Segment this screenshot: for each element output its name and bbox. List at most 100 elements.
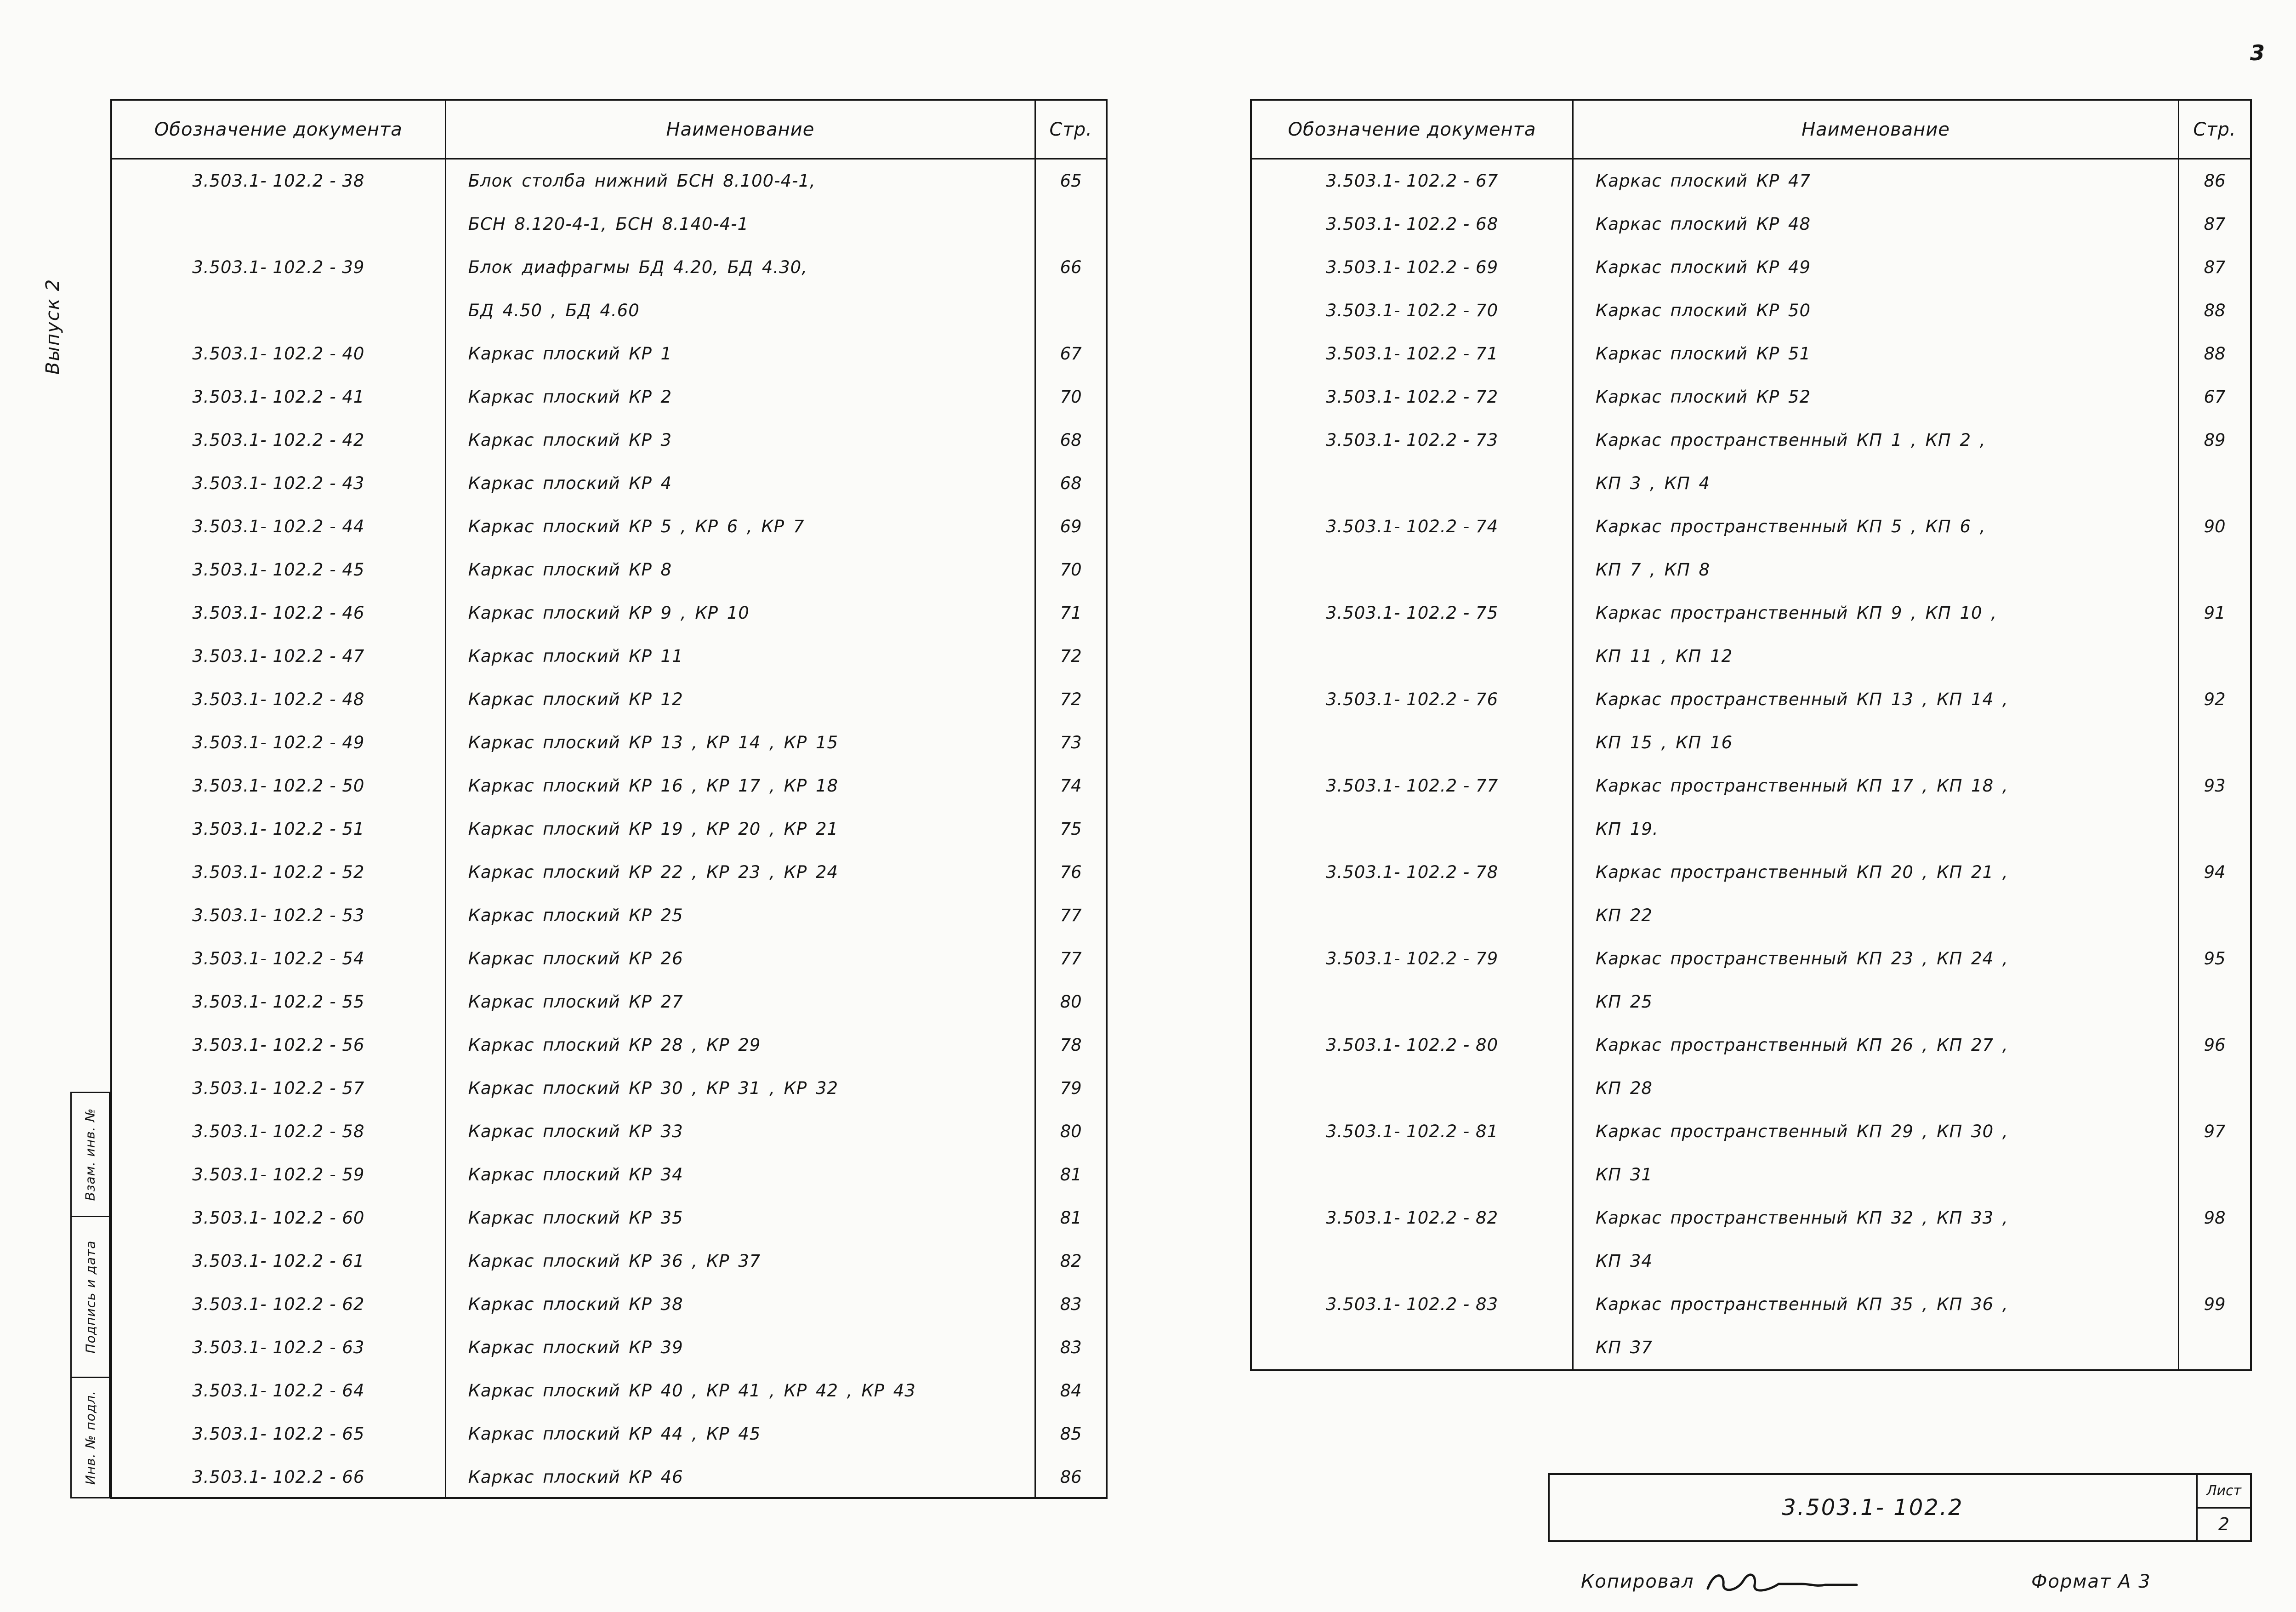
doc-page: 89: [2204, 430, 2226, 450]
table-row: 3.503.1- 102.2 - 69 Каркас плоский КР 49…: [1252, 246, 2250, 289]
doc-name-line: Каркас плоский КР 1: [468, 344, 672, 364]
doc-page: 77: [1060, 906, 1082, 925]
doc-page: 68: [1060, 473, 1082, 493]
doc-name-line: Каркас пространственный КП 29 , КП 30 ,: [1596, 1122, 2008, 1141]
table-row: 3.503.1- 102.2 - 43 Каркас плоский КР 4 …: [112, 462, 1106, 505]
doc-page: 67: [1060, 344, 1082, 364]
sheet-number: 2: [2218, 1514, 2230, 1535]
table-row: 3.503.1- 102.2 - 68 Каркас плоский КР 48…: [1252, 203, 2250, 246]
doc-name-line: Каркас плоский КР 28 , КР 29: [468, 1035, 761, 1055]
doc-name: Каркас пространственный КП 26 , КП 27 , К…: [1574, 1024, 2179, 1110]
doc-designation: 3.503.1- 102.2 - 47: [112, 635, 446, 678]
table-row: 3.503.1- 102.2 - 64 Каркас плоский КР 40…: [112, 1369, 1106, 1413]
doc-name-line: Каркас пространственный КП 5 , КП 6 ,: [1596, 517, 1986, 536]
doc-designation: 3.503.1- 102.2 - 42: [112, 419, 446, 462]
doc-name: Каркас плоский КР 46: [446, 1456, 1036, 1499]
doc-name-line: Блок столба нижний БСН 8.100-4-1,: [468, 171, 816, 191]
doc-page: 79: [1060, 1078, 1082, 1098]
doc-name-line: КП 19.: [1596, 819, 1659, 839]
doc-name-line: БСН 8.120-4-1, БСН 8.140-4-1: [468, 214, 749, 234]
doc-name: Каркас плоский КР 2: [446, 376, 1036, 419]
doc-name-line: Каркас плоский КР 11: [468, 646, 683, 666]
doc-designation: 3.503.1- 102.2 - 49: [112, 721, 446, 764]
doc-name-line: КП 11 , КП 12: [1596, 646, 1733, 666]
table-header-row: Обозначение документа Наименование Стр.: [1252, 101, 2250, 159]
doc-designation: 3.503.1- 102.2 - 74: [1252, 505, 1574, 592]
doc-name-line: Каркас плоский КР 16 , КР 17 , КР 18: [468, 776, 839, 796]
doc-page: 81: [1060, 1165, 1082, 1185]
doc-page: 74: [1060, 776, 1082, 796]
doc-designation: 3.503.1- 102.2 - 66: [112, 1456, 446, 1499]
doc-name-line: Каркас плоский КР 52: [1596, 387, 1811, 407]
doc-name: Каркас пространственный КП 23 , КП 24 , К…: [1574, 937, 2179, 1024]
table-row: 3.503.1- 102.2 - 63 Каркас плоский КР 39…: [112, 1326, 1106, 1369]
doc-name: Каркас пространственный КП 9 , КП 10 , КП…: [1574, 592, 2179, 678]
table-row: 3.503.1- 102.2 - 70 Каркас плоский КР 50…: [1252, 289, 2250, 332]
doc-name: Каркас пространственный КП 1 , КП 2 , КП …: [1574, 419, 2179, 505]
doc-name-line: Каркас плоский КР 36 , КР 37: [468, 1251, 761, 1271]
doc-page: 95: [2204, 949, 2226, 968]
doc-name-line: Каркас плоский КР 40 , КР 41 , КР 42 , К…: [468, 1381, 916, 1401]
doc-designation: 3.503.1- 102.2 - 76: [1252, 678, 1574, 764]
doc-name-line: Каркас плоский КР 4: [468, 473, 672, 493]
doc-name-line: Каркас плоский КР 12: [468, 689, 683, 709]
sheet-label: Лист: [2198, 1475, 2250, 1509]
doc-name-line: БД 4.50 , БД 4.60: [468, 301, 640, 320]
table-row: 3.503.1- 102.2 - 40 Каркас плоский КР 1 …: [112, 332, 1106, 376]
header-page: Стр.: [1049, 119, 1092, 140]
doc-name-line: Каркас плоский КР 49: [1596, 257, 1811, 277]
doc-name-line: Каркас плоский КР 27: [468, 992, 683, 1012]
issue-label: Выпуск 2: [42, 278, 63, 375]
doc-name-line: КП 7 , КП 8: [1596, 560, 1711, 580]
doc-name: Каркас плоский КР 13 , КР 14 , КР 15: [446, 721, 1036, 764]
stamp-label: Инв. № подл.: [83, 1390, 98, 1485]
doc-designation: 3.503.1- 102.2 - 71: [1252, 332, 1574, 376]
doc-designation: 3.503.1- 102.2 - 67: [1252, 159, 1574, 203]
doc-designation: 3.503.1- 102.2 - 72: [1252, 376, 1574, 419]
table-row: 3.503.1- 102.2 - 67 Каркас плоский КР 47…: [1252, 159, 2250, 203]
table-row: 3.503.1- 102.2 - 39 Блок диафрагмы БД 4.…: [112, 246, 1106, 332]
table-row: 3.503.1- 102.2 - 77 Каркас пространствен…: [1252, 764, 2250, 851]
doc-designation: 3.503.1- 102.2 - 52: [112, 851, 446, 894]
doc-name-line: Каркас плоский КР 50: [1596, 301, 1811, 320]
stamp-cell-vzam-inv: Взам. инв. №: [72, 1093, 109, 1217]
doc-page: 70: [1060, 560, 1082, 580]
doc-name: Блок столба нижний БСН 8.100-4-1, БСН 8.1…: [446, 159, 1036, 246]
doc-designation: 3.503.1- 102.2 - 63: [112, 1326, 446, 1369]
table-row: 3.503.1- 102.2 - 79 Каркас пространствен…: [1252, 937, 2250, 1024]
doc-page: 75: [1060, 819, 1082, 839]
doc-designation: 3.503.1- 102.2 - 60: [112, 1196, 446, 1240]
signature-mark: [1705, 1566, 1870, 1601]
doc-name: Каркас пространственный КП 35 , КП 36 , К…: [1574, 1283, 2179, 1369]
doc-name-line: КП 31: [1596, 1165, 1653, 1185]
doc-page: 84: [1060, 1381, 1082, 1401]
doc-name: Каркас плоский КР 34: [446, 1153, 1036, 1196]
doc-name-line: Каркас плоский КР 46: [468, 1467, 683, 1487]
doc-designation: 3.503.1- 102.2 - 38: [112, 159, 446, 246]
doc-designation: 3.503.1- 102.2 - 64: [112, 1369, 446, 1413]
table-row: 3.503.1- 102.2 - 48 Каркас плоский КР 12…: [112, 678, 1106, 721]
doc-designation: 3.503.1- 102.2 - 73: [1252, 419, 1574, 505]
doc-designation: 3.503.1- 102.2 - 43: [112, 462, 446, 505]
doc-designation: 3.503.1- 102.2 - 70: [1252, 289, 1574, 332]
drawing-frame-stamp-strip: Взам. инв. № Подпись и дата Инв. № подл.: [70, 1092, 110, 1498]
doc-page: 76: [1060, 862, 1082, 882]
doc-name: Каркас плоский КР 50: [1574, 289, 2179, 332]
table-row: 3.503.1- 102.2 - 53 Каркас плоский КР 25…: [112, 894, 1106, 937]
doc-designation: 3.503.1- 102.2 - 44: [112, 505, 446, 548]
table-row: 3.503.1- 102.2 - 44 Каркас плоский КР 5 …: [112, 505, 1106, 548]
doc-page: 94: [2204, 862, 2226, 882]
doc-page: 96: [2204, 1035, 2226, 1055]
doc-name: Каркас плоский КР 11: [446, 635, 1036, 678]
doc-page: 67: [2204, 387, 2226, 407]
table-row: 3.503.1- 102.2 - 72 Каркас плоский КР 52…: [1252, 376, 2250, 419]
doc-designation: 3.503.1- 102.2 - 65: [112, 1413, 446, 1456]
doc-name: Каркас пространственный КП 17 , КП 18 , К…: [1574, 764, 2179, 851]
doc-page: 77: [1060, 949, 1082, 968]
doc-name-line: Каркас пространственный КП 13 , КП 14 ,: [1596, 689, 2008, 709]
table-row: 3.503.1- 102.2 - 66 Каркас плоский КР 46…: [112, 1456, 1106, 1499]
doc-name: Каркас плоский КР 30 , КР 31 , КР 32: [446, 1067, 1036, 1110]
document-index-table-left: Обозначение документа Наименование Стр. …: [110, 99, 1108, 1499]
doc-name-line: КП 22: [1596, 906, 1653, 925]
doc-name: Каркас плоский КР 49: [1574, 246, 2179, 289]
